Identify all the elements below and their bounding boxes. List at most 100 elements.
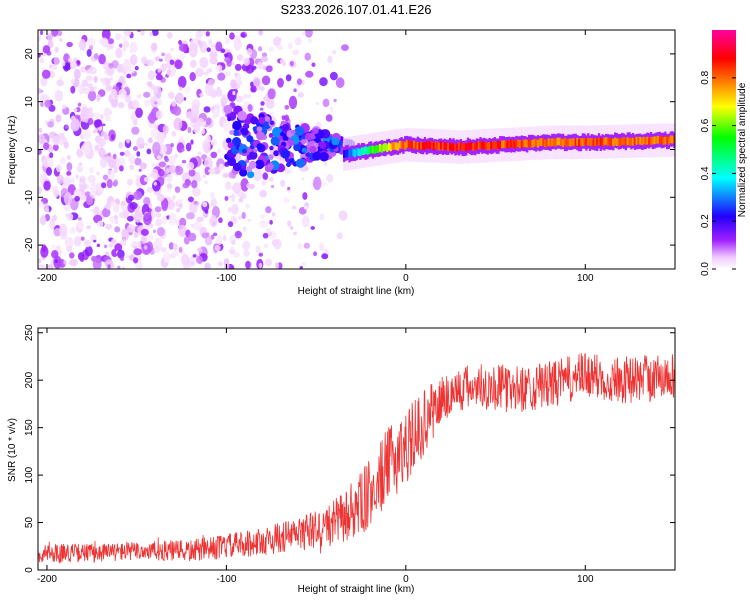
spectrogram-ridge-core (613, 137, 617, 146)
spectrogram-blob (233, 252, 240, 258)
spectrogram-blob (76, 60, 81, 65)
spectrogram-blob (141, 56, 148, 65)
spectrogram-blob (52, 143, 59, 152)
spectrogram-ridge-core (457, 142, 461, 150)
spectrogram-ridge-core (509, 139, 513, 148)
spectrogram-blob (259, 189, 267, 198)
spectrogram-blob (115, 47, 123, 59)
spectrogram-blob (102, 174, 109, 181)
spectrogram-blob (232, 182, 242, 194)
spectrogram-blob (140, 30, 145, 36)
spectrogram-blob (188, 168, 196, 177)
spectrogram-ridge-core (490, 141, 493, 150)
spectrogram-blob (150, 209, 157, 219)
spectrogram-blob (98, 147, 106, 158)
spectrogram-ridge-core (570, 138, 574, 146)
spectrogram-blob (309, 145, 317, 154)
spectrogram-blob (254, 159, 265, 170)
spectrogram-blob (212, 232, 218, 237)
colorbar-tick-label: 0.2 (700, 214, 711, 228)
spectrogram-blob (332, 49, 337, 55)
spectrogram-blob (40, 76, 48, 87)
spectrogram-blob (260, 214, 265, 220)
spectrogram-blob (296, 78, 303, 86)
spectrogram-blob (267, 163, 274, 170)
spectrogram-ridge-core (416, 141, 419, 150)
spectrogram-blob (185, 142, 192, 152)
spectrogram-blob (323, 182, 328, 187)
spectrogram-blob (232, 90, 236, 96)
spectrogram-ridge-core (657, 135, 660, 144)
spectrogram-blob (186, 162, 195, 171)
snr-ytick-label: 200 (24, 371, 35, 388)
spectrogram-blob (234, 39, 242, 51)
spectrogram-ridge-core (542, 138, 545, 146)
spectrogram-blob (304, 30, 313, 38)
spectrogram-blob (148, 173, 153, 178)
spectrogram-blob (250, 85, 257, 93)
spectrogram-blob (120, 239, 127, 246)
spectrogram-blob (153, 181, 157, 186)
spectrogram-blob (111, 238, 117, 245)
spectrogram-blob (135, 107, 143, 118)
spectrogram-blob (129, 45, 139, 53)
spectrogram-blob (52, 214, 58, 221)
spectrogram-ridge-core (554, 138, 558, 147)
spectrogram-blob (59, 76, 63, 82)
spectrogram-blob (118, 88, 127, 99)
spectrogram-blob (179, 217, 187, 228)
spectrogram-ridge-core (626, 137, 629, 146)
spectrogram-blob (104, 259, 114, 269)
spectrogram-blob (38, 258, 42, 264)
spectrogram-blob (101, 182, 107, 189)
spectrogram-blob (161, 52, 166, 57)
spectrogram-blob (69, 61, 78, 70)
spectrogram-blob (341, 44, 349, 52)
spectrogram-ridge-core (631, 137, 635, 146)
spectrogram-blob (177, 224, 187, 238)
spectrogram-blob (49, 219, 56, 230)
spectrogram-blob (96, 94, 101, 101)
colorbar: 0.0 0.2 0.4 0.6 0.8 Normalized spectral ampl… (700, 30, 748, 276)
spectrogram-blob (315, 102, 320, 106)
spectrogram-blob (197, 247, 203, 253)
spectrogram-blob (131, 126, 140, 135)
spectrogram-blob (169, 59, 175, 66)
spectrogram-ridge-core (529, 139, 532, 148)
spectrogram-blob (160, 246, 167, 253)
spectrogram-blob (146, 148, 152, 155)
spectrogram-blob (107, 152, 111, 157)
spectrogram-ridge-core (366, 147, 369, 155)
spectrogram-blob (120, 201, 126, 207)
spectrogram-blob (261, 179, 267, 186)
spectrogram-blob (297, 91, 305, 98)
spectrogram-blob (174, 154, 178, 158)
spectrogram-blob (136, 151, 141, 157)
spectrogram-ridge-core (346, 149, 349, 157)
spectrogram-ridge-core (409, 140, 412, 149)
spectrogram-blob (284, 114, 290, 122)
spectrogram-ridge-core (387, 142, 391, 151)
spectrogram-blob (44, 99, 52, 108)
spectrogram-ridge-core (588, 138, 592, 146)
spectrogram-ridge-core (466, 142, 470, 151)
spectrogram-blob (125, 95, 131, 103)
spectrogram-blob (253, 167, 263, 182)
spectrogram-blob (148, 111, 156, 124)
spectrogram-blob (133, 190, 143, 201)
spectrogram-ridge-core (359, 148, 362, 157)
spectrogram-blob (88, 66, 97, 75)
spectrogram-blob (195, 30, 203, 39)
spectrogram-blob (204, 262, 211, 269)
spectrogram-blob (122, 47, 126, 53)
spectrogram-blob (218, 261, 223, 267)
spectrogram-blob (269, 111, 274, 117)
spectrogram-ridge-core (653, 136, 656, 145)
spectrogram-ridge-core (454, 143, 457, 152)
spectrogram-blob (134, 157, 142, 166)
spectrogram-ridge-core (434, 141, 437, 149)
spectrogram-ridge-core (561, 139, 565, 147)
spectrogram-blob (281, 149, 291, 159)
spectrogram-blob (277, 77, 284, 88)
spectrogram-blob (161, 216, 168, 225)
